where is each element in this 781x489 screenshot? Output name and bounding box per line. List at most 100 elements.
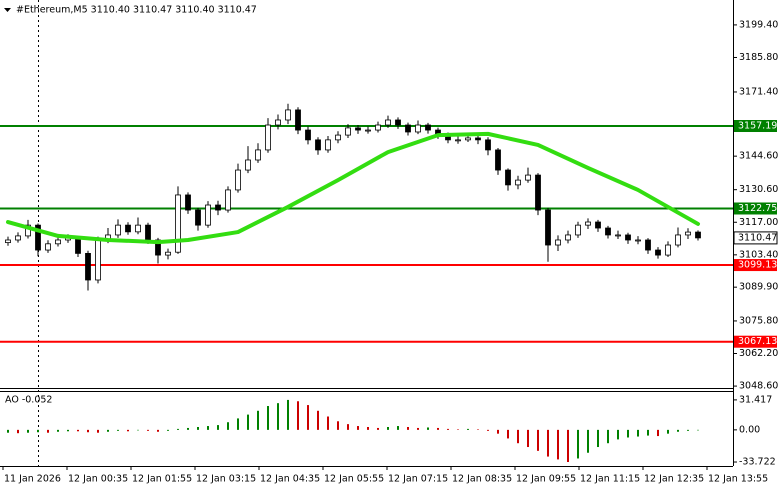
candle-body: [415, 124, 421, 133]
ao-bar: [27, 429, 29, 433]
ao-bar: [517, 429, 519, 444]
level-label-box: [734, 120, 777, 133]
candle-body: [5, 239, 11, 244]
candle-body: [625, 234, 631, 241]
current-price-label: 3110.47: [738, 232, 777, 243]
ao-bar: [557, 429, 559, 460]
candle-body: [395, 119, 401, 126]
candle-body: [565, 234, 571, 241]
candle-body: [175, 194, 181, 253]
x-tick-label: 12 Jan 08:35: [452, 474, 512, 485]
candle-body: [255, 149, 261, 161]
candle-body: [655, 249, 661, 256]
ao-bar: [47, 429, 49, 433]
candle-body: [55, 239, 61, 245]
ao-bar: [177, 428, 179, 430]
candle-body: [145, 224, 151, 241]
ao-bar: [457, 429, 459, 430]
candle-body: [305, 129, 311, 141]
ao-bar: [17, 429, 19, 434]
chart-title: #Ethereum,M5 3110.40 3110.47 3110.40 311…: [16, 5, 257, 16]
ao-bar: [57, 429, 59, 432]
ao-bar: [647, 429, 649, 436]
ao-bar: [507, 429, 509, 439]
candle-body: [185, 194, 191, 211]
candle-body: [505, 169, 511, 186]
x-tick-label: 12 Jan 00:35: [68, 474, 128, 485]
level-label: 3099.13: [738, 260, 777, 271]
candle-body: [525, 174, 531, 181]
x-tick-label: 12 Jan 03:15: [196, 474, 256, 485]
ao-bar: [117, 429, 119, 431]
candle-body: [25, 224, 31, 237]
ao-bar: [447, 428, 449, 430]
y-tick-label: 3117.00: [739, 217, 778, 228]
ao-bar: [407, 426, 409, 430]
candle-body: [385, 119, 391, 126]
ao-bar: [257, 410, 259, 430]
ao-bar: [207, 426, 209, 430]
candle-body: [455, 139, 461, 142]
ao-bar: [157, 429, 159, 432]
y-tick-label: 3075.80: [739, 315, 778, 326]
y-tick-label: 3048.60: [739, 381, 778, 392]
x-tick-label: 12 Jan 09:55: [516, 474, 576, 485]
ao-bar: [367, 426, 369, 430]
ao-bar: [467, 428, 469, 430]
candle-body: [475, 137, 481, 141]
candle-body: [535, 174, 541, 211]
candle-body: [195, 209, 201, 226]
candle-body: [575, 224, 581, 236]
candle-body: [225, 189, 231, 211]
ao-bar: [697, 429, 699, 431]
ao-bar: [397, 426, 399, 430]
candle-body: [335, 134, 341, 141]
x-tick-label: 12 Jan 04:35: [260, 474, 320, 485]
y-tick-label: 3199.40: [739, 19, 778, 30]
ao-bar: [197, 426, 199, 430]
candle-body: [155, 239, 161, 256]
candle-body: [115, 224, 121, 236]
candle-body: [515, 179, 521, 186]
candle-body: [485, 139, 491, 151]
ao-bar: [277, 403, 279, 430]
y-tick-label: 3171.40: [739, 86, 778, 97]
y-tick-label: 3103.40: [739, 249, 778, 260]
ao-bar: [567, 429, 569, 462]
candle-body: [465, 137, 471, 141]
candle-body: [495, 149, 501, 171]
ao-bar: [577, 429, 579, 459]
current-price-box: [733, 231, 778, 245]
candle-body: [605, 227, 611, 236]
candle-body: [85, 252, 91, 281]
candle-body: [405, 124, 411, 133]
candle-body: [45, 243, 51, 251]
ao-bar: [37, 429, 39, 433]
candle-body: [685, 231, 691, 236]
x-tick-label: 12 Jan 13:55: [708, 474, 768, 485]
ao-bar: [267, 406, 269, 430]
candle-body: [695, 231, 701, 239]
candle-body: [355, 127, 361, 131]
candle-body: [235, 169, 241, 191]
ao-bar: [377, 427, 379, 430]
ao-bar: [617, 429, 619, 440]
level-label-box: [734, 335, 777, 348]
candle-body: [325, 139, 331, 151]
candle-body: [95, 239, 101, 281]
ao-bar: [607, 429, 609, 444]
ao-bar: [537, 429, 539, 451]
candle-body: [595, 221, 601, 229]
candle-body: [375, 124, 381, 131]
candle-body: [275, 119, 281, 126]
candle-body: [75, 237, 81, 254]
x-tick-label: 11 Jan 2026: [4, 474, 61, 485]
candle-body: [585, 221, 591, 226]
x-tick-label: 12 Jan 01:55: [132, 474, 192, 485]
candle-body: [555, 239, 561, 246]
ao-bar: [417, 427, 419, 430]
ao-y-tick-label: 31.417: [739, 394, 772, 405]
ao-bar: [547, 429, 549, 457]
ao-bar: [237, 418, 239, 430]
